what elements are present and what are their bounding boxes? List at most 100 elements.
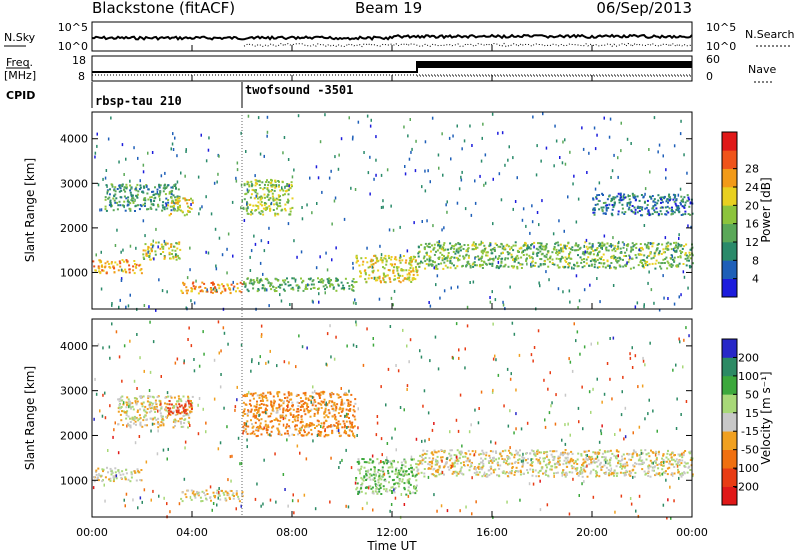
scatter-point [317, 432, 320, 435]
scatter-point [300, 426, 303, 429]
scatter-point [649, 251, 652, 254]
scatter-point [520, 256, 523, 259]
scatter-point [133, 272, 136, 275]
noise-point [609, 264, 611, 268]
scatter-point [530, 244, 533, 247]
scatter-point [474, 468, 477, 471]
scatter-point [150, 410, 153, 413]
scatter-point [592, 451, 595, 454]
scatter-point [120, 419, 123, 422]
noise-point [155, 227, 157, 231]
noise-point [536, 211, 539, 214]
scatter-point [216, 489, 219, 492]
scatter-point [473, 261, 476, 264]
noise-point [284, 488, 286, 491]
noise-point [381, 453, 383, 457]
scatter-point [415, 479, 418, 482]
scatter-point [473, 467, 476, 470]
scatter-point [660, 267, 663, 270]
scatter-point [673, 472, 676, 475]
noise-point [516, 176, 518, 180]
scatter-point [331, 429, 334, 432]
scatter-point [592, 208, 595, 211]
scatter-point [508, 252, 511, 255]
noise-point [263, 249, 266, 253]
scatter-point [126, 410, 129, 413]
scatter-point [263, 204, 266, 207]
scatter-point [556, 471, 559, 474]
scatter-point [435, 475, 438, 478]
scatter-point [160, 421, 163, 424]
scatter-point [681, 205, 684, 208]
noise-point [597, 341, 599, 345]
scatter-point [466, 262, 469, 265]
scatter-point [662, 459, 665, 461]
scatter-point [586, 475, 589, 478]
noise-point [547, 387, 549, 391]
scatter-point [198, 491, 201, 494]
scatter-point [269, 209, 272, 212]
scatter-point [605, 209, 608, 212]
noise-point [301, 217, 304, 221]
noise-point [637, 514, 640, 518]
noise-point [561, 438, 563, 442]
scatter-point [290, 184, 293, 186]
scatter-point [681, 474, 684, 476]
scatter-point [531, 260, 534, 263]
scatter-point [666, 245, 669, 248]
noise-point [280, 299, 283, 303]
scatter-point [113, 195, 116, 198]
scatter-point [647, 245, 650, 248]
noise-point [186, 276, 189, 280]
scatter-point [360, 490, 363, 493]
noise-point [653, 301, 655, 305]
scatter-point [568, 253, 571, 256]
scatter-point [616, 472, 619, 475]
scatter-point [423, 255, 426, 258]
scatter-point [672, 210, 674, 213]
scatter-point [383, 257, 386, 260]
scatter-point [592, 253, 595, 256]
noise-point [99, 208, 101, 212]
scatter-point [290, 398, 293, 401]
scatter-point [117, 269, 120, 272]
noise-point [677, 242, 679, 246]
noise-point [557, 287, 560, 291]
noise-point [314, 389, 316, 393]
scatter-point [230, 283, 233, 286]
scatter-point [601, 208, 604, 211]
scatter-point [393, 461, 396, 463]
scatter-point [308, 424, 311, 427]
scatter-point [560, 247, 562, 250]
scatter-point [584, 460, 587, 463]
scatter-point [265, 202, 268, 205]
scatter-point [258, 196, 261, 199]
scatter-point [595, 197, 598, 200]
scatter-point [333, 401, 336, 404]
scatter-point [278, 184, 280, 187]
noise-point [210, 212, 213, 216]
scatter-point [677, 205, 680, 207]
scatter-point [616, 454, 619, 457]
noise-point [114, 244, 117, 247]
scatter-point [408, 269, 411, 272]
noise-point [339, 461, 341, 465]
scatter-point [141, 425, 144, 428]
noise-point [617, 454, 619, 458]
scatter-point [193, 495, 196, 498]
scatter-point [297, 405, 300, 407]
scatter-point [468, 263, 471, 266]
scatter-point [262, 188, 265, 191]
scatter-point [213, 496, 216, 499]
scatter-point [372, 473, 375, 476]
scatter-point [243, 423, 246, 426]
scatter-point [261, 204, 263, 207]
scatter-point [550, 468, 553, 471]
noise-point [686, 171, 688, 175]
scatter-point [592, 468, 595, 471]
scatter-point [424, 260, 427, 263]
scatter-point [262, 207, 265, 210]
scatter-point [442, 243, 445, 246]
scatter-point [424, 456, 427, 459]
freq-right-tick-top: 60 [706, 53, 720, 66]
